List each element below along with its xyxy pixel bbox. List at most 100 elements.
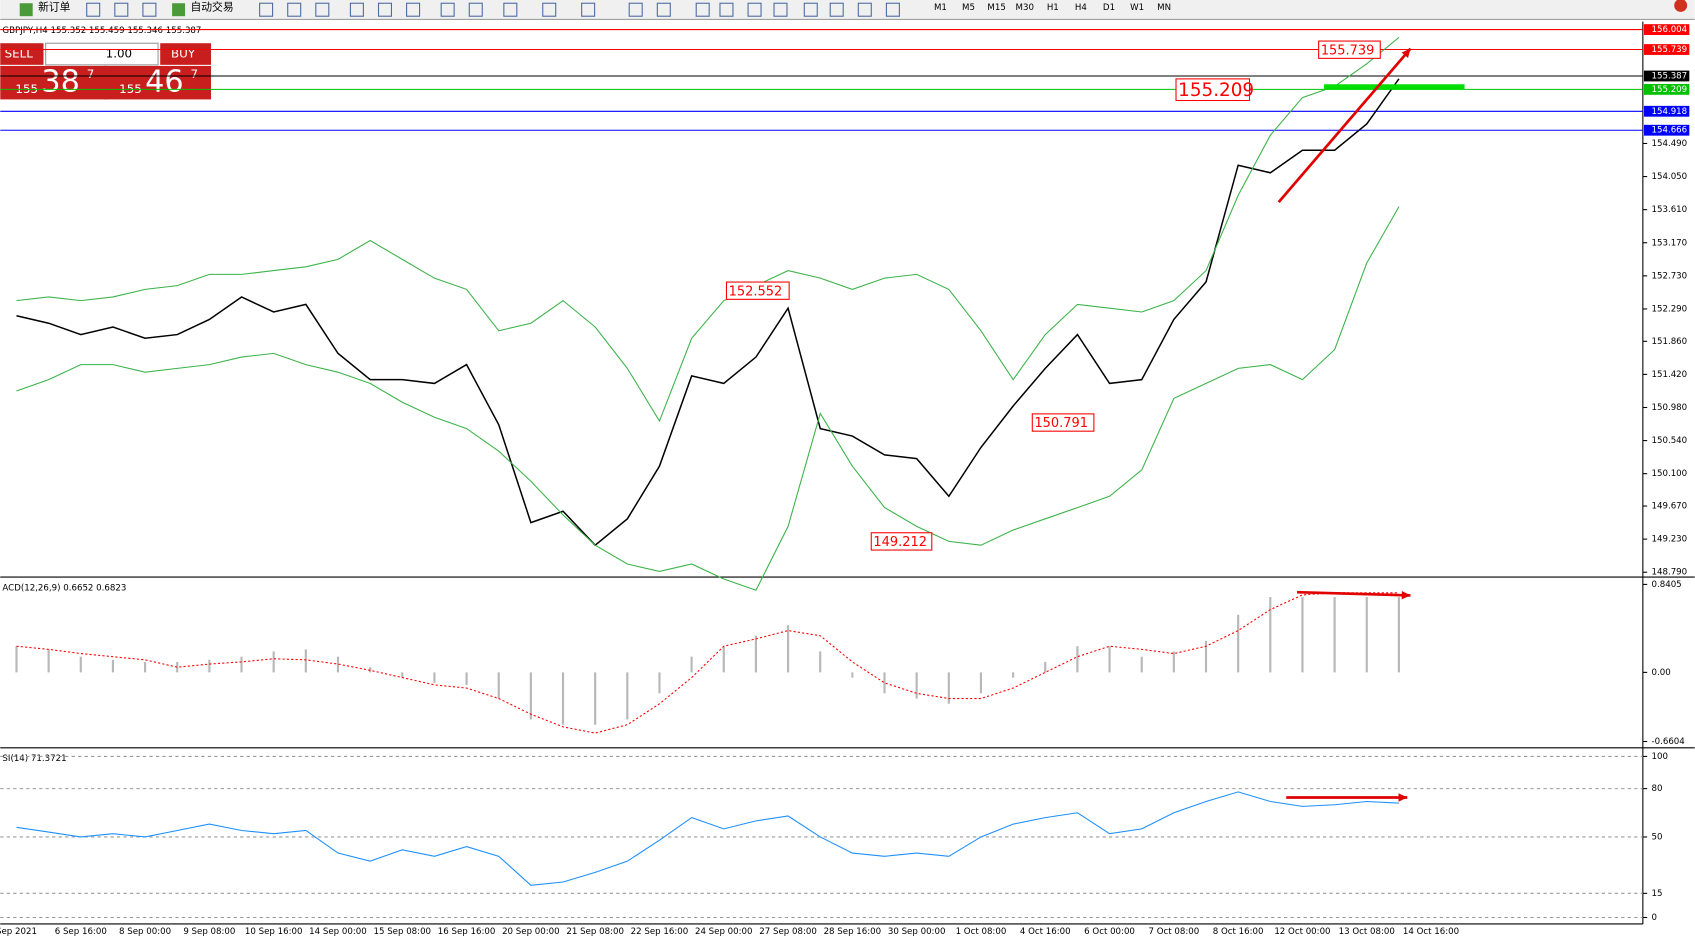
histogram-bar xyxy=(15,646,18,673)
buy-label[interactable]: BUY xyxy=(171,47,196,61)
toolbar-icon[interactable] xyxy=(114,2,129,17)
histogram-bar xyxy=(369,667,372,673)
toolbar-icon[interactable] xyxy=(468,2,483,17)
annotation-box xyxy=(870,532,933,551)
toolbar-icon[interactable] xyxy=(440,2,455,17)
y-tick-label: 149.230 xyxy=(1651,535,1687,545)
y-tick-label: 80 xyxy=(1651,784,1662,794)
toolbar-icon[interactable] xyxy=(581,2,596,17)
notification-icon[interactable] xyxy=(1674,0,1688,12)
histogram-bar xyxy=(1204,640,1208,673)
time-label: 28 Sep 16:00 xyxy=(824,927,882,937)
y-tick-label: 154.490 xyxy=(1651,139,1687,149)
level-label: 155.387 xyxy=(1651,71,1687,81)
toolbar-icon[interactable] xyxy=(406,2,421,17)
y-tick-label: 149.670 xyxy=(1651,502,1687,512)
arrow-head xyxy=(1398,793,1408,802)
toolbar-icon[interactable] xyxy=(86,2,101,17)
toolbar-icon[interactable] xyxy=(349,2,364,17)
toolbar-icon[interactable] xyxy=(287,2,302,17)
timeframe-button[interactable]: M30 xyxy=(1016,3,1034,13)
histogram-bar xyxy=(754,635,757,673)
toolbar-button[interactable]: 自动交易 xyxy=(190,0,233,14)
time-label: 13 Oct 08:00 xyxy=(1339,927,1395,937)
annotation-box xyxy=(725,281,790,300)
sell-label[interactable]: SELL xyxy=(5,47,34,61)
toolbar-icon[interactable] xyxy=(542,2,557,17)
y-tick-label: 150.980 xyxy=(1651,403,1687,413)
toolbar-icon[interactable] xyxy=(719,2,734,17)
time-label: 10 Sep 16:00 xyxy=(245,927,303,937)
histogram-bar xyxy=(1237,614,1240,673)
toolbar-icon[interactable] xyxy=(829,2,844,17)
lot-field[interactable] xyxy=(45,42,159,66)
timeframe-button[interactable]: H1 xyxy=(1047,3,1059,13)
timeframe-button[interactable]: W1 xyxy=(1130,3,1144,13)
histogram-bar xyxy=(1044,661,1047,673)
histogram-bar xyxy=(658,672,661,694)
toolbar-icon[interactable] xyxy=(315,2,330,17)
price-pip[interactable]: 7 xyxy=(190,67,198,81)
toolbar-icon[interactable] xyxy=(377,2,393,17)
toolbar-icon[interactable] xyxy=(628,2,643,17)
toolbar-icon[interactable] xyxy=(19,3,33,17)
buy-button[interactable] xyxy=(160,43,211,65)
y-tick-label: 148.790 xyxy=(1651,568,1687,578)
histogram-bar xyxy=(1172,651,1175,673)
toolbar-icon[interactable] xyxy=(503,2,518,17)
annotation-text: 149.212 xyxy=(873,535,927,550)
timeframe-button[interactable]: M15 xyxy=(987,3,1005,13)
histogram-bar xyxy=(1365,597,1368,673)
toolbar-button[interactable]: 新订单 xyxy=(38,0,71,14)
price-axis xyxy=(1642,21,1695,924)
arrow-head xyxy=(1401,48,1411,59)
toolbar-icon[interactable] xyxy=(695,2,710,17)
time-label: 14 Oct 16:00 xyxy=(1403,927,1459,937)
price-main[interactable]: 46 xyxy=(145,65,184,100)
toolbar-icon[interactable] xyxy=(857,2,872,17)
timeframe-button[interactable]: H4 xyxy=(1075,3,1087,13)
annotation-text: 155.209 xyxy=(1178,80,1254,101)
histogram-bar xyxy=(111,659,115,673)
y-tick-label: 151.860 xyxy=(1651,337,1687,347)
time-label: 6 Oct 00:00 xyxy=(1084,927,1135,937)
y-tick-label: 152.290 xyxy=(1651,304,1687,314)
time-label: 22 Sep 16:00 xyxy=(631,927,689,937)
support-marker xyxy=(1324,84,1465,90)
toolbar-icon[interactable] xyxy=(656,2,671,17)
price-main[interactable]: 38 xyxy=(41,65,79,100)
y-tick-label: 153.610 xyxy=(1651,205,1687,215)
histogram-bar xyxy=(1108,646,1111,673)
level-label: 155.209 xyxy=(1651,85,1687,95)
toolbar-icon[interactable] xyxy=(885,2,900,17)
toolbar-icon[interactable] xyxy=(142,2,157,17)
toolbar-icon[interactable] xyxy=(773,2,788,17)
toolbar-icon[interactable] xyxy=(803,2,818,17)
timeframe-button[interactable]: MN xyxy=(1157,3,1171,13)
histogram-bar xyxy=(851,672,854,678)
timeframe-button[interactable]: M1 xyxy=(934,3,947,13)
series-line xyxy=(16,592,1399,734)
sell-button[interactable] xyxy=(0,43,44,65)
price-pip[interactable]: 7 xyxy=(87,67,95,81)
annotation-box xyxy=(1031,413,1095,432)
price-box[interactable] xyxy=(104,65,211,100)
toolbar-icon[interactable] xyxy=(747,2,762,17)
histogram-bar xyxy=(1397,597,1400,673)
series-line xyxy=(16,36,1400,423)
timeframe-button[interactable]: D1 xyxy=(1103,3,1115,13)
annotation-box xyxy=(1175,78,1251,102)
price-box[interactable] xyxy=(0,65,108,100)
timeframe-button[interactable]: M5 xyxy=(962,3,975,13)
pane-title: ACD(12,26,9) 0.6652 0.6823 xyxy=(2,583,126,593)
toolbar-icon[interactable] xyxy=(172,3,186,17)
histogram-bar xyxy=(594,672,597,725)
toolbar-icon[interactable] xyxy=(259,2,274,17)
pane-title: SI(14) 71.3721 xyxy=(2,754,66,764)
histogram-bar xyxy=(208,659,211,673)
annotation-box xyxy=(1318,40,1381,59)
lot-value[interactable]: 1.00 xyxy=(106,47,132,61)
histogram-bar xyxy=(819,651,822,673)
histogram-bar xyxy=(240,656,243,673)
